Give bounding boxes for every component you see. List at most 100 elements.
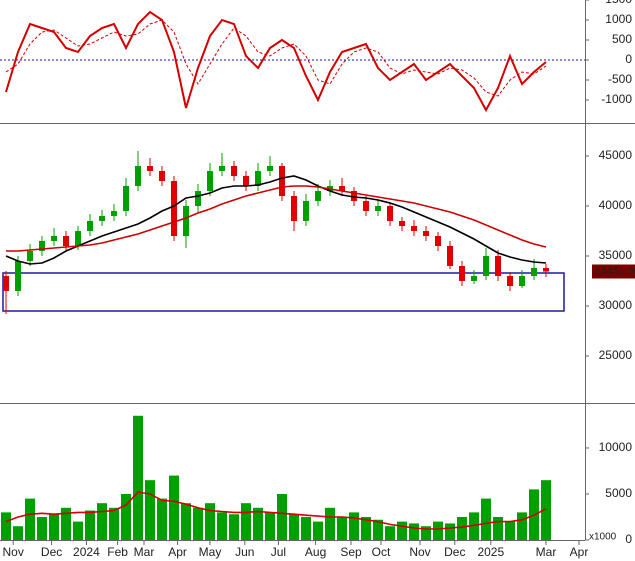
x-tick-label: Dec xyxy=(41,545,62,559)
volume-bar xyxy=(109,507,119,540)
volume-bar xyxy=(373,519,383,540)
candle-body xyxy=(87,221,93,231)
candle-body xyxy=(267,166,273,171)
y-tick-label: 45000 xyxy=(599,148,633,162)
volume-bar xyxy=(277,493,287,540)
line xyxy=(5,175,547,265)
volume-bar xyxy=(253,507,263,540)
x-tick-label: Nov xyxy=(409,545,430,559)
volume-bar xyxy=(193,507,203,540)
volume-bar xyxy=(1,512,11,540)
candle-body xyxy=(243,176,249,186)
volume-bar xyxy=(517,512,527,540)
y-tick-label: 0 xyxy=(625,532,632,546)
candle-body xyxy=(471,276,477,281)
candle-body xyxy=(255,171,261,186)
candle-body xyxy=(63,236,69,246)
candle-body xyxy=(495,256,501,276)
y-tick-label: 500 xyxy=(612,32,632,46)
candle-body xyxy=(219,166,225,171)
y-tick-label: -500 xyxy=(608,72,632,86)
volume-bar xyxy=(385,526,395,540)
y-tick-label: 5000 xyxy=(605,486,632,500)
volume-bar xyxy=(13,526,23,540)
x-tick-label: 2024 xyxy=(73,545,100,559)
x-tick-label: Feb xyxy=(107,545,128,559)
candle-body xyxy=(447,246,453,266)
candle-body xyxy=(531,268,537,276)
volume-bar xyxy=(337,516,347,540)
line xyxy=(6,185,547,252)
candle-body xyxy=(543,268,549,272)
price-label-box xyxy=(592,264,635,279)
volume-bar xyxy=(541,480,551,540)
candle-body xyxy=(27,251,33,261)
volume-bar xyxy=(433,521,443,540)
candle-body xyxy=(339,186,345,191)
candle-body xyxy=(291,196,297,221)
y-tick-label: 25000 xyxy=(599,348,633,362)
candle-body xyxy=(411,226,417,231)
volume-bar xyxy=(289,514,299,540)
candle-body xyxy=(207,171,213,191)
volume-bar xyxy=(469,512,479,540)
candle-body xyxy=(387,206,393,221)
line xyxy=(5,10,547,113)
y-tick-label: 0 xyxy=(625,52,632,66)
x-tick-label: Sep xyxy=(340,545,362,559)
candle-body xyxy=(3,276,9,291)
candle-body xyxy=(39,241,45,251)
x-tick-label: Apr xyxy=(570,545,589,559)
candle-body xyxy=(15,261,21,291)
x-tick-label: Dec xyxy=(444,545,465,559)
candle-body xyxy=(303,201,309,221)
x-tick-label: Aug xyxy=(305,545,326,559)
candle-body xyxy=(195,191,201,206)
volume-bar xyxy=(205,503,215,540)
candle-body xyxy=(231,166,237,176)
volume-bar xyxy=(349,512,359,540)
support-box xyxy=(2,272,565,312)
volume-bar xyxy=(157,498,167,540)
volume-bar xyxy=(361,516,371,540)
candle-body xyxy=(147,166,153,171)
volume-bar xyxy=(49,514,59,540)
candle-body xyxy=(363,201,369,211)
volume-bar xyxy=(325,507,335,540)
volume-bar xyxy=(181,503,191,540)
volume-bar xyxy=(481,498,491,540)
volume-bar xyxy=(73,521,83,540)
volume-bar xyxy=(301,516,311,540)
x-tick-label: Mar xyxy=(536,545,557,559)
y-tick-label: 35000 xyxy=(599,248,633,262)
candle-body xyxy=(507,276,513,286)
y-tick-label: -1000 xyxy=(601,92,632,106)
volume-bar xyxy=(37,516,47,540)
candle-body xyxy=(459,266,465,281)
y-tick-label: 1500 xyxy=(605,0,632,6)
volume-bar xyxy=(121,493,131,540)
volume-bar xyxy=(445,523,455,540)
price-label: 33450.00 xyxy=(594,265,635,277)
candle-body xyxy=(375,206,381,211)
candle-body xyxy=(183,206,189,236)
volume-bar xyxy=(229,514,239,540)
line xyxy=(5,19,547,97)
volume-bar xyxy=(133,415,143,540)
volume-bar xyxy=(457,516,467,540)
volume-bar xyxy=(61,507,71,540)
volume-bar xyxy=(169,475,179,540)
candle-body xyxy=(51,236,57,241)
candle-body xyxy=(135,166,141,186)
candle-body xyxy=(399,221,405,226)
volume-bar xyxy=(217,512,227,540)
candle-body xyxy=(123,186,129,211)
volume-bar xyxy=(421,526,431,540)
candle-body xyxy=(483,256,489,276)
x-tick-label: Nov xyxy=(3,545,24,559)
volume-bar xyxy=(409,523,419,540)
volume-bar xyxy=(397,521,407,540)
volume-bar xyxy=(145,480,155,540)
x-tick-label: Mar xyxy=(134,545,155,559)
